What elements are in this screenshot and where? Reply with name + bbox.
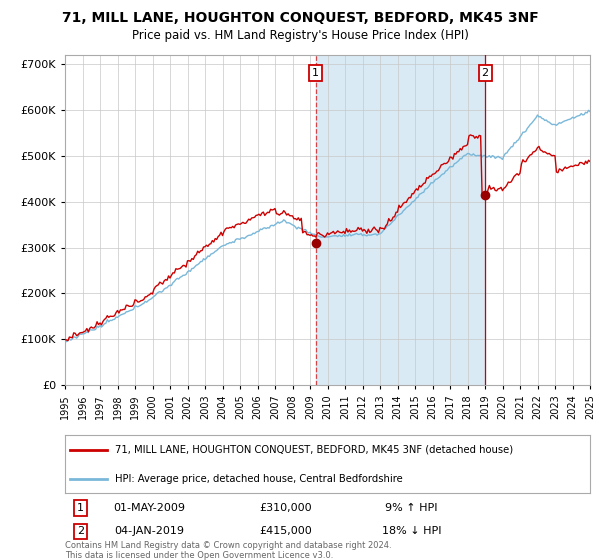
Text: This data is licensed under the Open Government Licence v3.0.: This data is licensed under the Open Gov…	[65, 552, 334, 560]
Text: Price paid vs. HM Land Registry's House Price Index (HPI): Price paid vs. HM Land Registry's House …	[131, 30, 469, 43]
Text: 1: 1	[77, 503, 84, 513]
Text: 1: 1	[312, 68, 319, 78]
Text: £415,000: £415,000	[259, 526, 312, 536]
Text: 9% ↑ HPI: 9% ↑ HPI	[385, 503, 438, 513]
Text: 2: 2	[482, 68, 489, 78]
Text: HPI: Average price, detached house, Central Bedfordshire: HPI: Average price, detached house, Cent…	[115, 474, 403, 483]
Text: 01-MAY-2009: 01-MAY-2009	[113, 503, 185, 513]
Text: 71, MILL LANE, HOUGHTON CONQUEST, BEDFORD, MK45 3NF: 71, MILL LANE, HOUGHTON CONQUEST, BEDFOR…	[62, 11, 538, 25]
Bar	[316, 55, 485, 385]
Text: 2: 2	[77, 526, 85, 536]
Text: £310,000: £310,000	[259, 503, 312, 513]
Text: 18% ↓ HPI: 18% ↓ HPI	[382, 526, 441, 536]
Text: 71, MILL LANE, HOUGHTON CONQUEST, BEDFORD, MK45 3NF (detached house): 71, MILL LANE, HOUGHTON CONQUEST, BEDFOR…	[115, 445, 513, 455]
Text: Contains HM Land Registry data © Crown copyright and database right 2024.: Contains HM Land Registry data © Crown c…	[65, 542, 392, 550]
Text: 04-JAN-2019: 04-JAN-2019	[114, 526, 184, 536]
